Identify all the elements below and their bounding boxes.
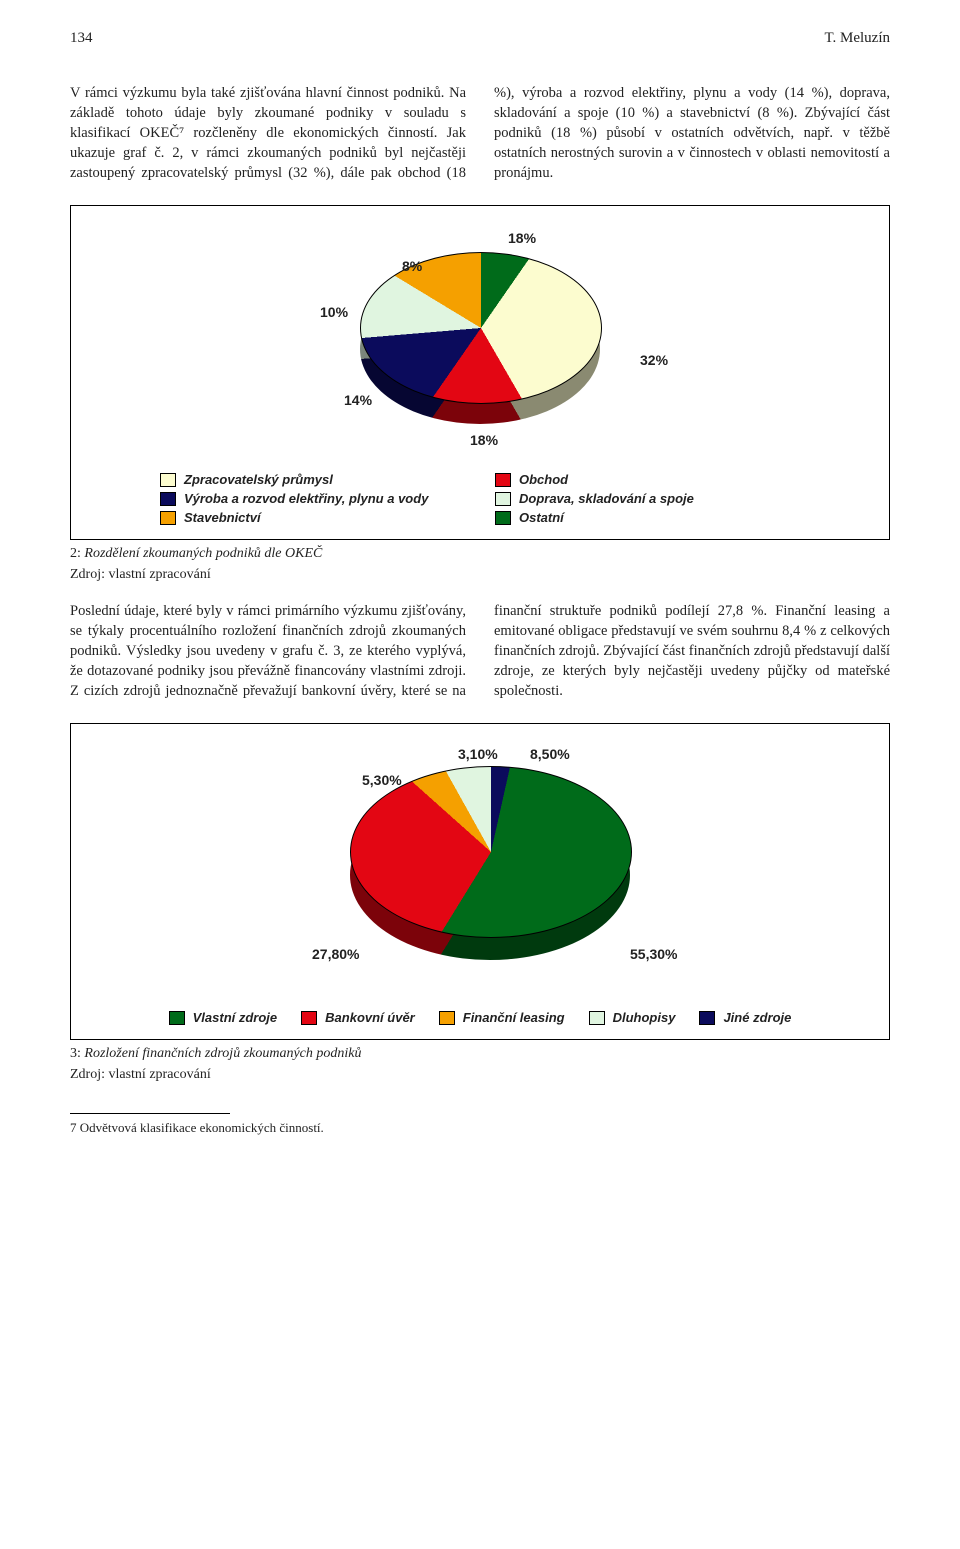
legend2-label-1: Obchod	[519, 472, 568, 487]
author-name: T. Meluzín	[824, 30, 890, 47]
legend2-item-0: Zpracovatelský průmysl	[160, 472, 465, 487]
legend2-item-5: Ostatní	[495, 510, 800, 525]
caption2-num: 2:	[70, 546, 81, 561]
chart2-label-18b: 18%	[470, 432, 498, 448]
page-header: 134 T. Meluzín	[70, 30, 890, 47]
chart3-label-553: 55,30%	[630, 946, 677, 962]
swatch-orange	[160, 511, 176, 525]
swatch-red	[301, 1011, 317, 1025]
swatch-pale	[495, 492, 511, 506]
swatch-cream	[160, 473, 176, 487]
footnote-separator	[70, 1113, 230, 1114]
chart-3-pie: 27,80% 5,30% 3,10% 8,50% 55,30%	[250, 740, 710, 1000]
legend2-label-0: Zpracovatelský průmysl	[184, 472, 333, 487]
chart-3-box: 27,80% 5,30% 3,10% 8,50% 55,30% Vlastní …	[70, 723, 890, 1040]
legend2-item-4: Stavebnictví	[160, 510, 465, 525]
legend3-label-3: Dluhopisy	[613, 1010, 676, 1025]
chart2-label-8: 8%	[402, 258, 422, 274]
page-number: 134	[70, 30, 93, 47]
legend2-label-4: Stavebnictví	[184, 510, 261, 525]
footnote-text: 7 Odvětvová klasifikace ekonomických čin…	[70, 1120, 890, 1136]
chart-3-legend: Vlastní zdroje Bankovní úvěr Finanční le…	[160, 1010, 800, 1025]
paragraph-1: V rámci výzkumu byla také zjišťována hla…	[70, 83, 890, 183]
legend3-item-3: Dluhopisy	[589, 1010, 676, 1025]
chart3-label-85: 8,50%	[530, 746, 570, 762]
legend2-label-3: Doprava, skladování a spoje	[519, 491, 694, 506]
swatch-red	[495, 473, 511, 487]
legend3-label-0: Vlastní zdroje	[193, 1010, 278, 1025]
legend3-label-4: Jiné zdroje	[723, 1010, 791, 1025]
legend3-item-1: Bankovní úvěr	[301, 1010, 415, 1025]
caption3-title: Rozložení finančních zdrojů zkoumaných p…	[84, 1046, 361, 1061]
chart2-label-32: 32%	[640, 352, 668, 368]
legend3-label-1: Bankovní úvěr	[325, 1010, 415, 1025]
paragraph-2-text: Poslední údaje, které byly v rámci primá…	[70, 601, 890, 701]
caption3-num: 3:	[70, 1046, 81, 1061]
page: 134 T. Meluzín V rámci výzkumu byla také…	[0, 0, 960, 1176]
chart3-label-31: 3,10%	[458, 746, 498, 762]
chart2-label-18a: 18%	[508, 230, 536, 246]
legend3-item-0: Vlastní zdroje	[169, 1010, 278, 1025]
legend2-label-5: Ostatní	[519, 510, 564, 525]
legend2-label-2: Výroba a rozvod elektřiny, plynu a vody	[184, 491, 428, 506]
legend2-item-3: Doprava, skladování a spoje	[495, 491, 800, 506]
swatch-navy	[699, 1011, 715, 1025]
chart2-label-14: 14%	[344, 392, 372, 408]
swatch-navy	[160, 492, 176, 506]
legend3-label-2: Finanční leasing	[463, 1010, 565, 1025]
legend2-item-1: Obchod	[495, 472, 800, 487]
swatch-green	[495, 511, 511, 525]
chart2-label-10: 10%	[320, 304, 348, 320]
caption2-title: Rozdělení zkoumaných podniků dle OKEČ	[84, 546, 322, 561]
chart-2-source: Zdroj: vlastní zpracování	[70, 567, 890, 583]
chart-2-legend: Zpracovatelský průmysl Obchod Výroba a r…	[160, 472, 800, 525]
chart-3-caption: 3: Rozložení finančních zdrojů zkoumanýc…	[70, 1046, 890, 1062]
legend3-item-4: Jiné zdroje	[699, 1010, 791, 1025]
paragraph-2: Poslední údaje, které byly v rámci primá…	[70, 601, 890, 701]
swatch-orange	[439, 1011, 455, 1025]
chart3-label-278: 27,80%	[312, 946, 359, 962]
paragraph-1-text: V rámci výzkumu byla také zjišťována hla…	[70, 83, 890, 183]
swatch-pale	[589, 1011, 605, 1025]
chart-2-pie: 18% 8% 10% 14% 32% 18%	[250, 222, 710, 462]
legend3-item-2: Finanční leasing	[439, 1010, 565, 1025]
swatch-green	[169, 1011, 185, 1025]
legend2-item-2: Výroba a rozvod elektřiny, plynu a vody	[160, 491, 465, 506]
chart-2-caption: 2: Rozdělení zkoumaných podniků dle OKEČ	[70, 546, 890, 562]
chart3-label-53: 5,30%	[362, 772, 402, 788]
chart-2-box: 18% 8% 10% 14% 32% 18% Zpracovatelský pr…	[70, 205, 890, 540]
chart-3-source: Zdroj: vlastní zpracování	[70, 1067, 890, 1083]
